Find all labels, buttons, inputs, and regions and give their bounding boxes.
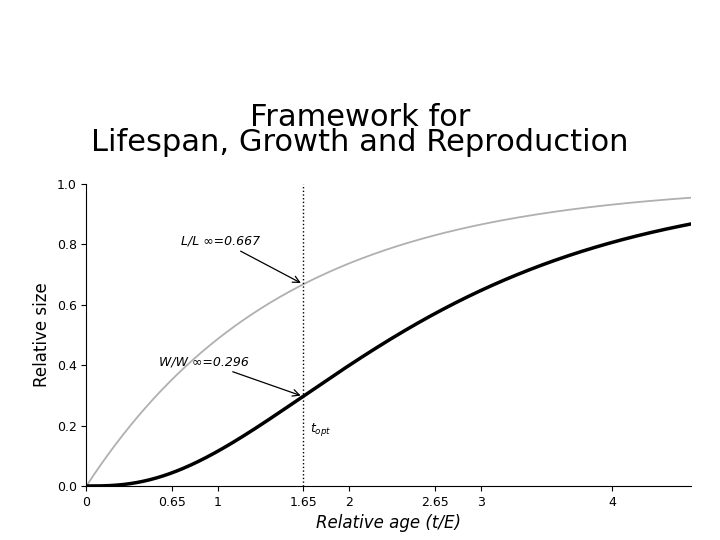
Text: $t_{opt}$: $t_{opt}$: [310, 421, 331, 438]
Text: Lifespan, Growth and Reproduction: Lifespan, Growth and Reproduction: [91, 127, 629, 157]
Text: Framework for: Framework for: [250, 103, 470, 132]
Text: L/L ∞=0.667: L/L ∞=0.667: [181, 234, 300, 282]
Y-axis label: Relative size: Relative size: [33, 282, 51, 387]
X-axis label: Relative age (t/E): Relative age (t/E): [316, 514, 462, 532]
Text: W/W ∞=0.296: W/W ∞=0.296: [158, 355, 300, 396]
